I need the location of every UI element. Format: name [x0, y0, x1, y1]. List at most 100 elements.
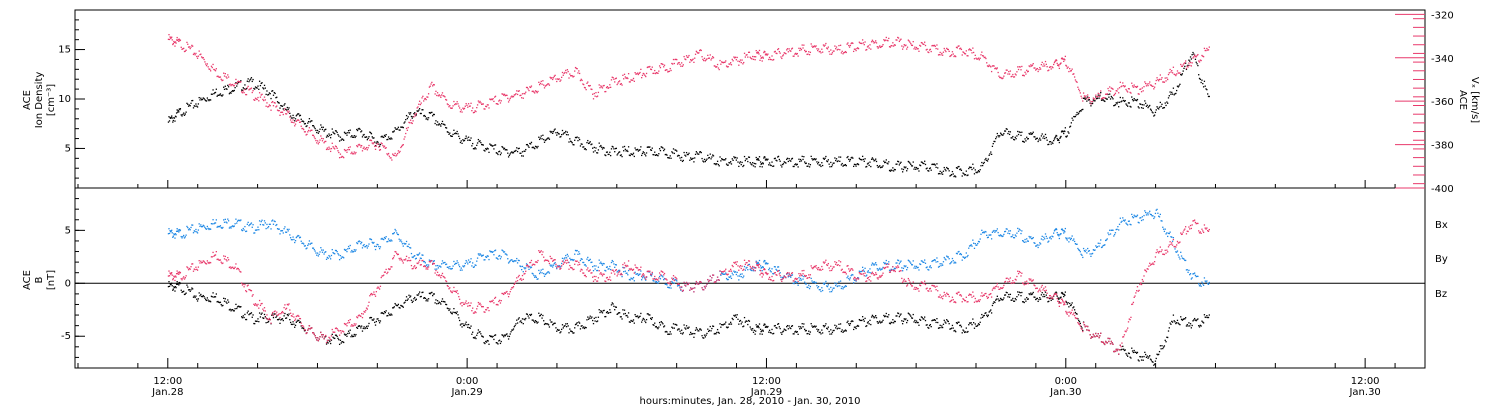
density-point	[569, 138, 571, 140]
vx-point	[558, 78, 560, 80]
vx-point	[359, 144, 361, 146]
vx-point	[686, 56, 689, 59]
bx-point	[848, 324, 851, 326]
vx-point	[547, 83, 550, 85]
by-point	[513, 260, 515, 262]
density-point	[539, 137, 542, 139]
vx-point	[545, 84, 547, 87]
by-point	[881, 268, 883, 270]
vx-point	[367, 147, 369, 149]
vx-point	[1021, 74, 1024, 77]
vx-point	[174, 45, 176, 47]
bx-point	[892, 319, 894, 321]
bx-point	[1035, 298, 1038, 300]
density-point	[367, 137, 369, 139]
bx-point	[468, 327, 471, 329]
vx-point	[605, 86, 608, 89]
density-point	[1063, 132, 1065, 135]
density-point	[957, 166, 959, 168]
density-point	[354, 136, 356, 139]
vx-point	[561, 71, 564, 74]
by-point	[561, 257, 564, 260]
density-point	[1053, 139, 1055, 142]
density-point	[231, 90, 233, 93]
vx-point	[255, 98, 257, 100]
bx-point	[984, 312, 986, 315]
vx-point	[497, 103, 499, 105]
bx-point	[268, 318, 271, 321]
bx-point	[556, 330, 558, 332]
bx-point	[955, 322, 958, 324]
density-point	[294, 118, 297, 120]
vx-point	[1019, 66, 1021, 68]
density-point	[235, 82, 237, 84]
density-point	[813, 158, 816, 160]
density-point	[1079, 110, 1081, 112]
density-point	[1138, 107, 1140, 109]
density-point	[311, 120, 313, 122]
density-point	[704, 160, 706, 163]
vx-point	[573, 75, 575, 77]
density-point	[423, 115, 425, 117]
density-point	[1057, 138, 1059, 141]
vx-point	[1065, 65, 1068, 67]
bx-point	[420, 295, 422, 298]
bx-point	[886, 315, 888, 318]
bx-point	[765, 326, 768, 328]
density-point	[356, 128, 358, 131]
by-point	[318, 253, 320, 255]
density-point	[598, 142, 600, 144]
vx-point	[596, 95, 599, 97]
bx-point	[207, 299, 209, 301]
bx-point	[622, 309, 624, 311]
vx-point	[234, 83, 236, 85]
density-point	[350, 136, 352, 138]
vx-point	[489, 98, 492, 101]
vx-point	[876, 46, 878, 48]
vx-point	[804, 49, 806, 52]
density-point	[793, 165, 795, 168]
density-point	[801, 155, 803, 158]
by-point	[438, 265, 440, 267]
density-point	[612, 146, 614, 148]
bx-point	[168, 281, 170, 283]
vx-point	[456, 101, 458, 103]
vx-point	[698, 49, 701, 52]
density-point	[265, 93, 267, 96]
bx-point	[978, 323, 981, 326]
density-point	[416, 110, 418, 112]
density-point	[320, 124, 322, 126]
density-point	[1162, 107, 1165, 109]
bx-point	[764, 323, 766, 326]
bx-point	[897, 312, 900, 315]
density-point	[213, 93, 215, 95]
vx-point	[486, 104, 489, 106]
bx-point	[1196, 319, 1198, 321]
density-point	[649, 149, 652, 151]
density-point	[227, 84, 229, 87]
vx-point	[616, 83, 618, 86]
density-point	[1057, 139, 1059, 141]
density-point	[1139, 103, 1141, 105]
density-point	[334, 133, 336, 135]
vx-point	[875, 40, 877, 42]
density-point	[779, 160, 781, 162]
vx-point	[1126, 90, 1128, 92]
vx-point	[1052, 66, 1054, 69]
vx-point	[657, 72, 659, 74]
vx-point	[777, 48, 780, 50]
by-point	[846, 277, 848, 279]
bx-point	[687, 327, 689, 329]
density-point	[762, 163, 764, 165]
bx-point	[286, 313, 289, 316]
bx-point	[343, 333, 346, 335]
vx-point	[773, 51, 776, 53]
bx-point	[408, 294, 410, 296]
vx-point	[328, 146, 330, 148]
by-point	[485, 256, 488, 259]
bx-point	[474, 336, 476, 338]
vx-point	[483, 108, 485, 110]
density-point	[955, 176, 957, 178]
bx-point	[734, 314, 737, 316]
density-point	[1202, 82, 1204, 85]
